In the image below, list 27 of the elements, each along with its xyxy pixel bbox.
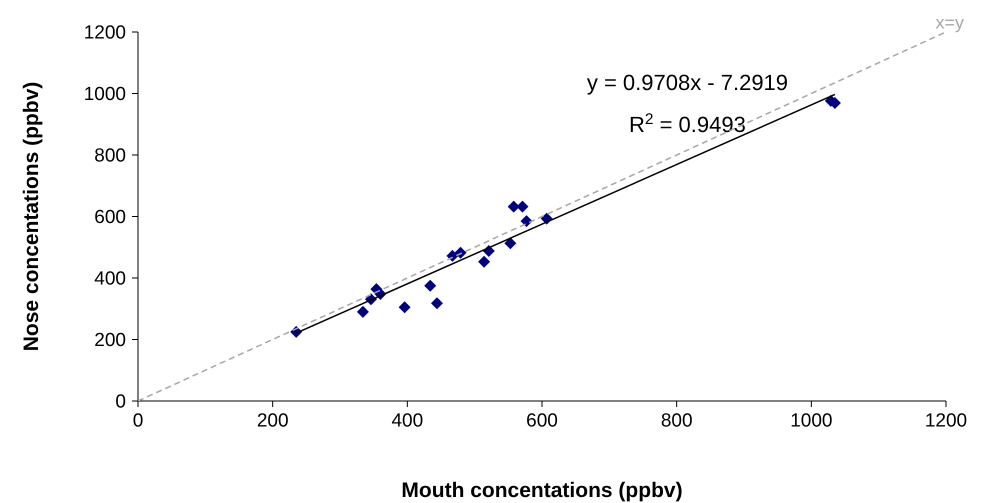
y-tick-label: 400: [94, 268, 126, 290]
point: [478, 256, 490, 268]
y-tick-label: 1200: [84, 22, 126, 44]
point: [520, 215, 533, 228]
point: [430, 297, 443, 310]
point: [508, 200, 520, 213]
x-tick-label: 0: [132, 410, 144, 432]
x-tick-label: 1200: [924, 410, 968, 432]
point: [504, 237, 516, 250]
point: [398, 301, 411, 314]
x-tick-label: 200: [256, 410, 289, 432]
annotation: y = 0.9708x - 7.2919: [586, 70, 788, 95]
y-tick-label: 800: [94, 146, 126, 167]
x-tick-label: 1000: [790, 410, 832, 432]
point: [424, 280, 436, 292]
y-tick-label: 200: [94, 330, 126, 352]
y-tick-label: 0: [115, 392, 126, 413]
series-label: x=y: [935, 12, 964, 32]
y-axis-title: Nose concentations (ppbv): [20, 82, 43, 352]
y-tick-label: 1000: [84, 84, 126, 106]
x-tick-label: 400: [391, 410, 424, 432]
point: [356, 306, 369, 318]
x-axis-title: Mouth concentations (ppbv): [401, 479, 683, 502]
y-tick-label: 600: [94, 207, 126, 228]
x-tick-label: 600: [526, 410, 558, 432]
x-tick-label: 800: [660, 410, 693, 432]
annotation: R$^{2}$ = 0.9493: [629, 110, 746, 137]
